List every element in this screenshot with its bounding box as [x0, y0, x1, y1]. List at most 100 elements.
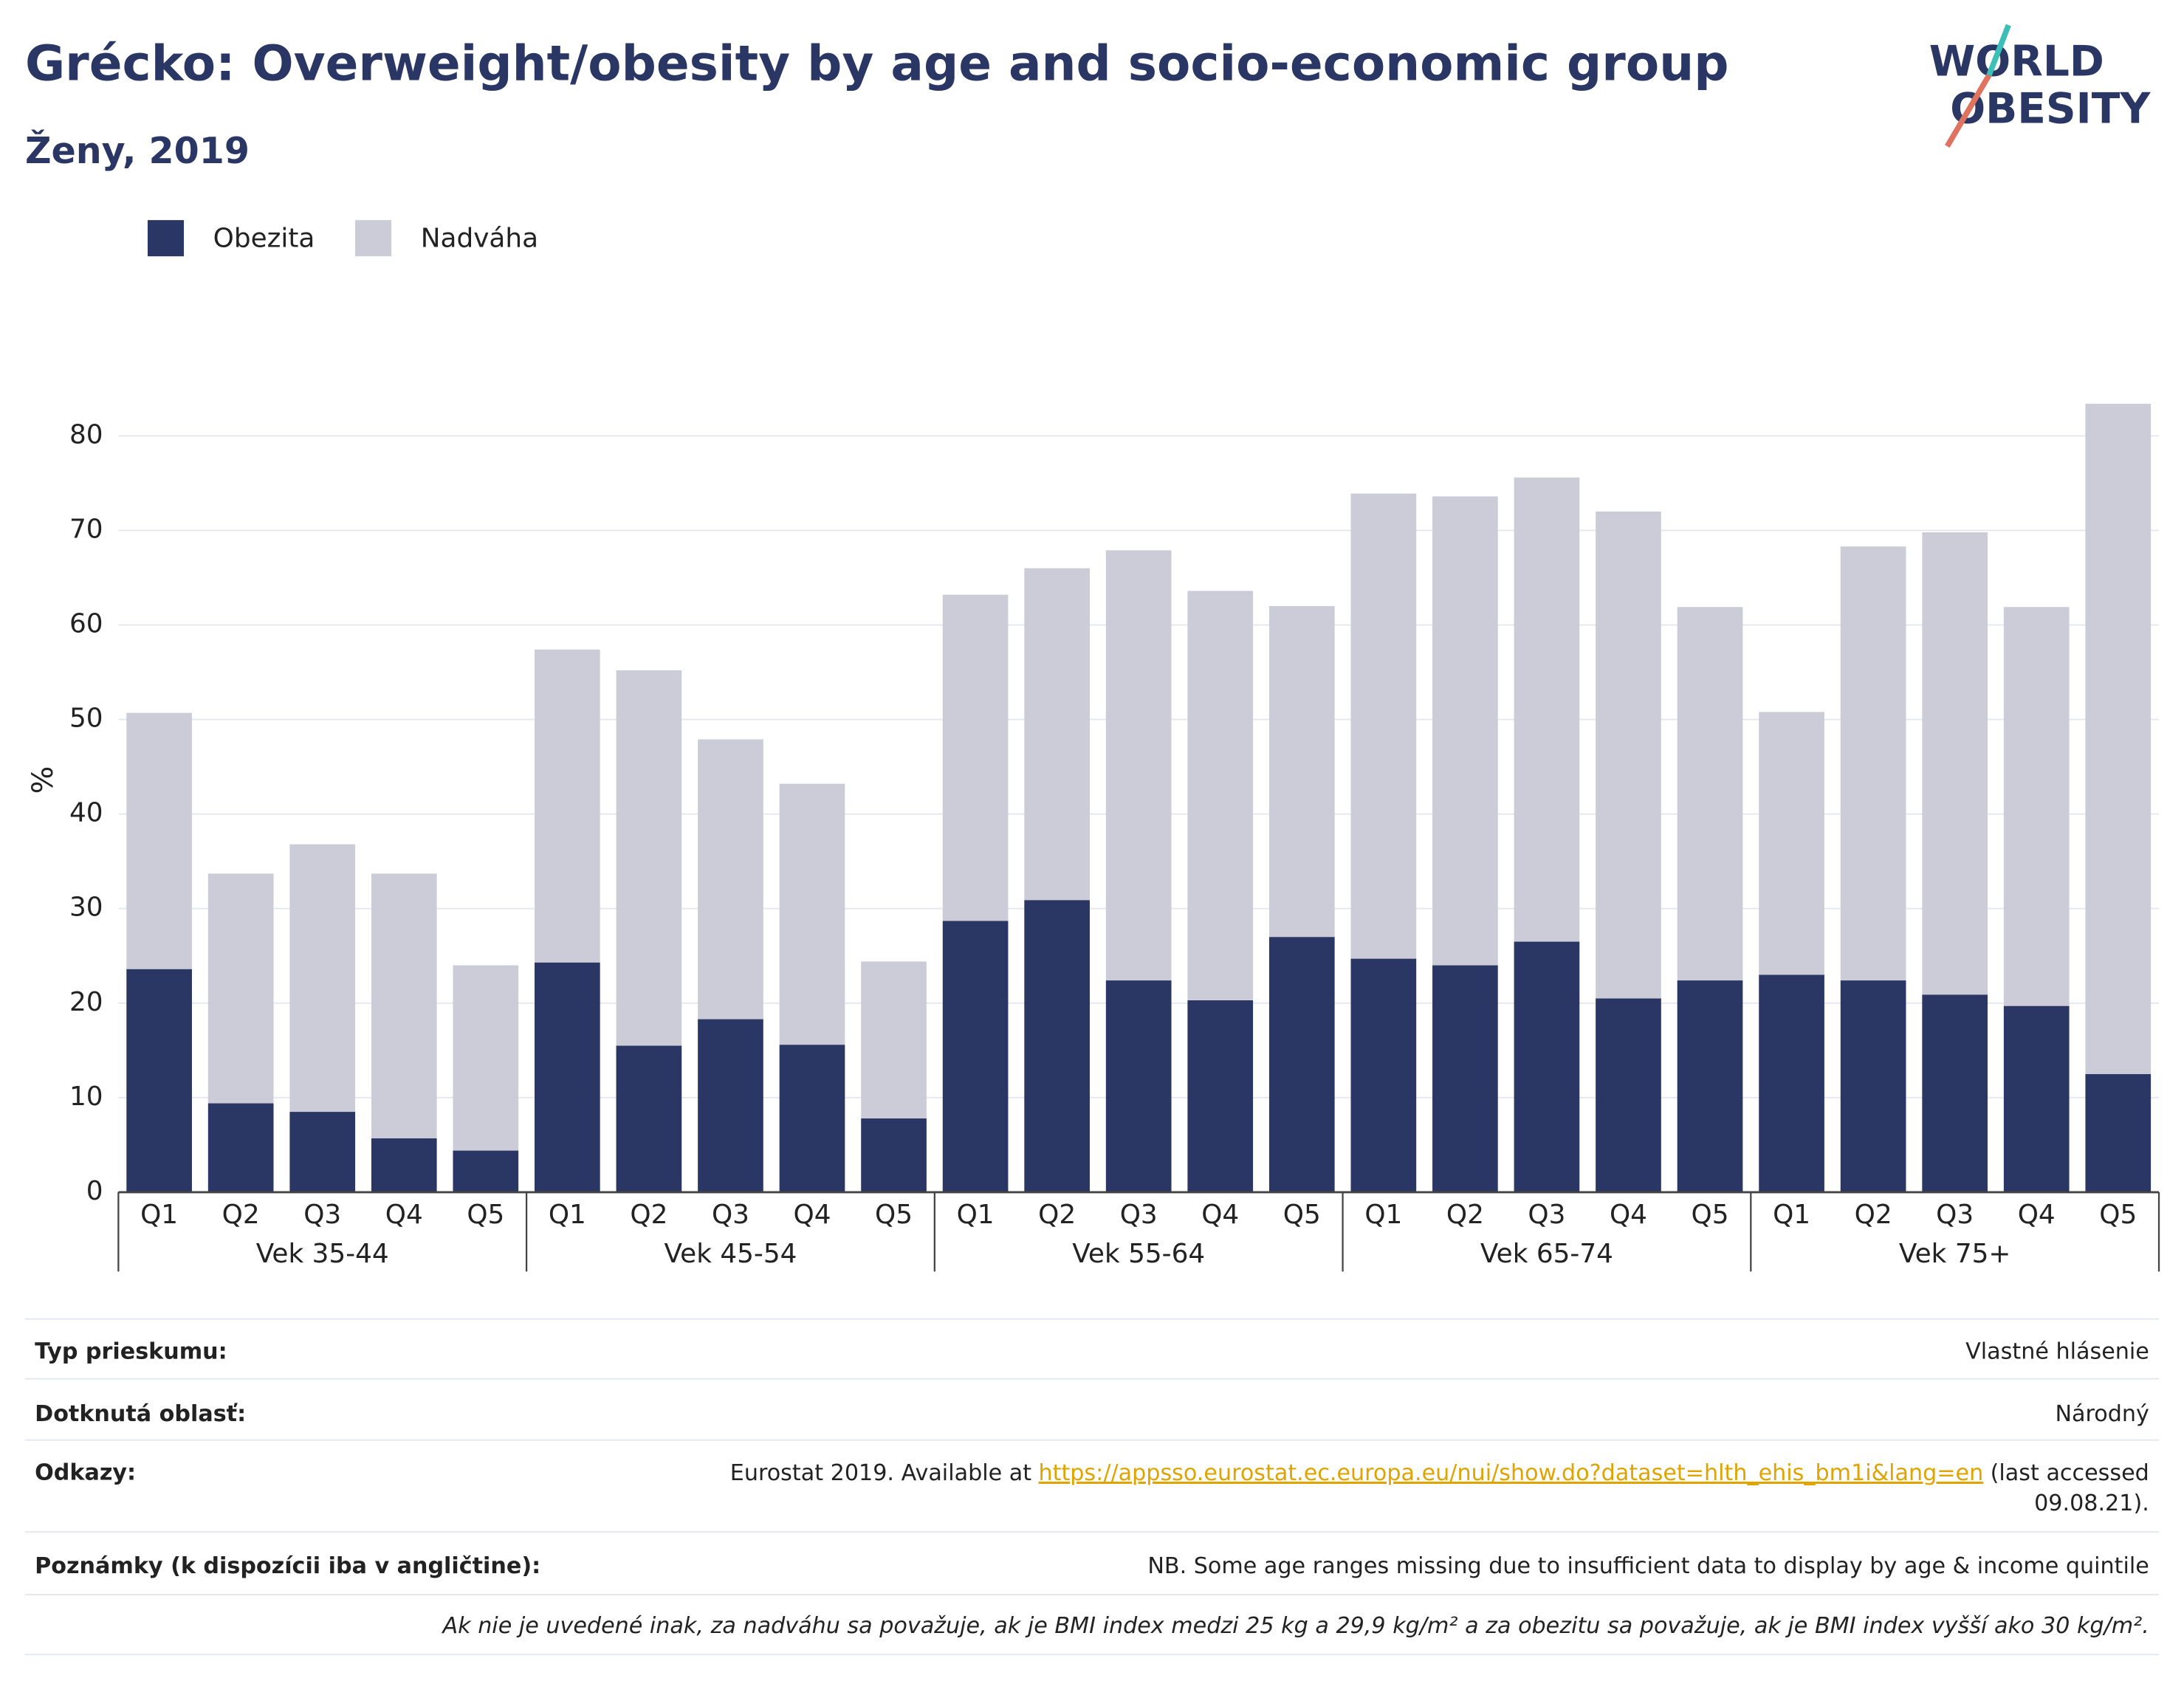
bar-segment	[616, 670, 682, 1046]
group-label: Vek 55-64	[1072, 1239, 1205, 1269]
bar-segment	[1514, 941, 1580, 1192]
bar-segment	[1268, 605, 1335, 938]
bar-segment	[779, 783, 845, 1045]
bar-segment	[371, 1138, 437, 1192]
x-tick-label: Q3	[1936, 1200, 1974, 1230]
group-label: Vek 75+	[1899, 1239, 2011, 1269]
x-tick-label: Q4	[385, 1200, 423, 1230]
bar-segment	[207, 873, 274, 1104]
group-label: Vek 65-74	[1480, 1239, 1613, 1269]
legend-swatch	[147, 220, 185, 257]
y-tick-label: 50	[69, 704, 103, 734]
bar-segment	[289, 1112, 356, 1192]
bar-segment	[1677, 980, 1743, 1192]
x-tick-label: Q3	[712, 1200, 749, 1230]
x-tick-label: Q4	[1201, 1200, 1239, 1230]
bar-segment	[1187, 1000, 1254, 1192]
row-label: Dotknutá oblasť:	[35, 1401, 246, 1427]
y-axis-label: %	[26, 766, 60, 794]
bar-segment	[1187, 591, 1254, 1000]
bar-segment	[698, 739, 763, 1020]
bar-segment	[861, 1118, 927, 1192]
x-tick-label: Q1	[1773, 1200, 1810, 1230]
bar-segment	[1350, 958, 1417, 1192]
bar-segment	[126, 969, 192, 1192]
x-tick-label: Q2	[1446, 1200, 1484, 1230]
x-tick-label: Q1	[140, 1200, 178, 1230]
x-tick-label: Q5	[1692, 1200, 1729, 1230]
bar-segment	[1514, 477, 1580, 942]
bar-segment	[535, 962, 600, 1192]
logo-text: WORLD	[1929, 37, 2104, 86]
row-value: 09.08.21).	[2034, 1491, 2149, 1516]
y-tick-label: 30	[69, 893, 103, 923]
bar-segment	[1759, 712, 1824, 975]
bar-segment	[1432, 965, 1498, 1192]
bar-segment	[1350, 493, 1417, 959]
bar-segment	[1922, 532, 1988, 995]
x-tick-label: Q4	[1610, 1200, 1647, 1230]
reference-link[interactable]: https://appsso.eurostat.ec.europa.eu/nui…	[1039, 1460, 1984, 1485]
bar-segment	[453, 965, 519, 1151]
y-tick-label: 10	[69, 1082, 103, 1112]
group-label: Vek 35-44	[256, 1239, 389, 1269]
bar-segment	[1596, 998, 1661, 1192]
x-tick-label: Q4	[2018, 1200, 2056, 1230]
bar-segment	[616, 1045, 682, 1192]
bar-segment	[1840, 980, 1906, 1192]
bar-segment	[1024, 568, 1090, 901]
bar-segment	[861, 961, 927, 1119]
row-value: Vlastné hlásenie	[1965, 1338, 2149, 1364]
bar-segment	[289, 844, 356, 1113]
row-label: Odkazy:	[35, 1460, 136, 1485]
logo-slash	[1986, 24, 2011, 77]
y-tick-label: 40	[69, 798, 103, 828]
bar-segment	[1268, 937, 1335, 1192]
bar-segment	[371, 873, 437, 1138]
x-tick-label: Q1	[957, 1200, 995, 1230]
x-tick-label: Q2	[222, 1200, 260, 1230]
y-tick-label: 80	[69, 419, 103, 450]
x-tick-label: Q3	[1528, 1200, 1565, 1230]
row-value: Eurostat 2019. Available at https://appss…	[730, 1460, 2149, 1485]
x-tick-label: Q5	[1283, 1200, 1321, 1230]
bar-segment	[1677, 607, 1743, 981]
row-value: Národný	[2055, 1401, 2149, 1427]
legend-label: Obezita	[213, 224, 315, 254]
logo-text: OBESITY	[1950, 85, 2151, 134]
chart-subtitle: Ženy, 2019	[25, 128, 250, 172]
logo-slash	[1945, 74, 1992, 148]
x-tick-label: Q5	[467, 1200, 504, 1230]
bar-segment	[2003, 607, 2070, 1006]
bar-segment	[2003, 1005, 2070, 1192]
row-label: Typ prieskumu:	[35, 1338, 227, 1364]
bar-segment	[1024, 900, 1090, 1192]
reference-text: (last accessed	[1991, 1460, 2149, 1485]
x-tick-label: Q3	[303, 1200, 341, 1230]
x-tick-label: Q5	[875, 1200, 913, 1230]
x-tick-label: Q2	[1038, 1200, 1076, 1230]
bar-segment	[942, 921, 1009, 1192]
y-tick-label: 60	[69, 609, 103, 639]
x-tick-label: Q3	[1120, 1200, 1158, 1230]
x-tick-label: Q5	[2099, 1200, 2137, 1230]
row-value: NB. Some age ranges missing due to insuf…	[1147, 1553, 2149, 1579]
bar-segment	[2085, 1073, 2152, 1192]
bar-segment	[1432, 496, 1498, 966]
bar-segment	[1105, 980, 1172, 1192]
bar-segment	[126, 712, 192, 969]
y-tick-label: 70	[69, 514, 103, 544]
bar-segment	[779, 1045, 845, 1192]
reference-text: Eurostat 2019. Available at	[730, 1460, 1031, 1485]
bar-segment	[1922, 994, 1988, 1192]
bar-segment	[1105, 550, 1172, 981]
chart-title: Grécko: Overweight/obesity by age and so…	[25, 35, 1729, 92]
x-tick-label: Q1	[1364, 1200, 1402, 1230]
x-tick-label: Q4	[794, 1200, 831, 1230]
bar-segment	[2085, 403, 2152, 1074]
bar-segment	[207, 1103, 274, 1192]
bar-segment	[535, 649, 600, 963]
legend-label: Nadváha	[421, 224, 538, 254]
